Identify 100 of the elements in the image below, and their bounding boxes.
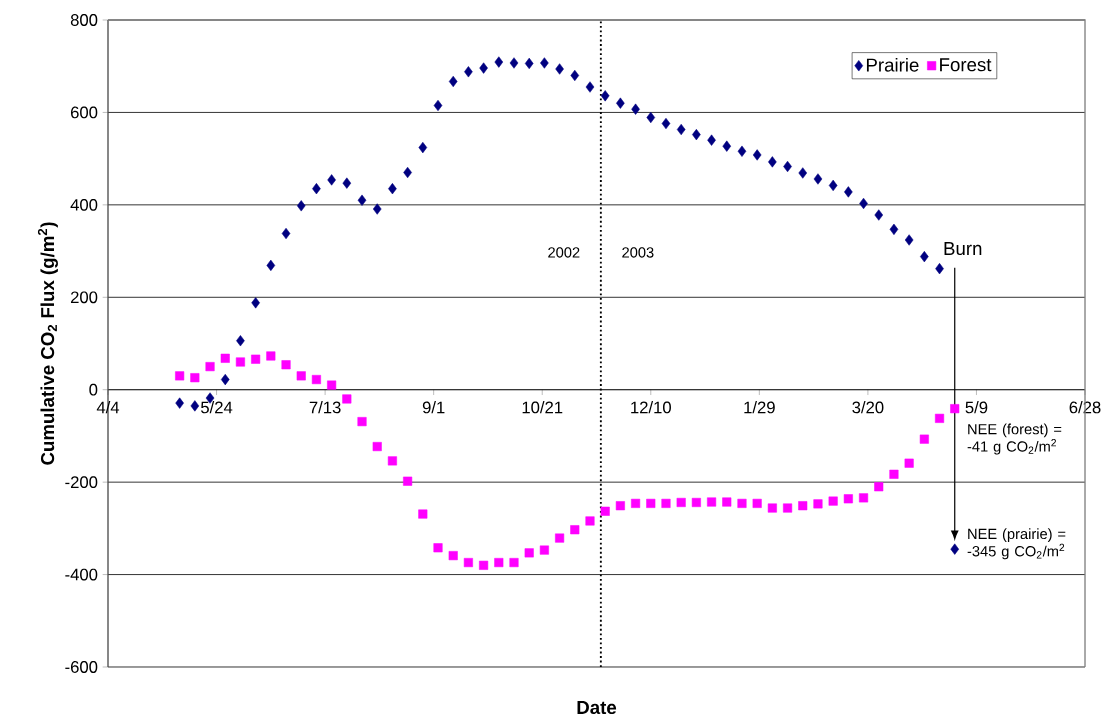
annotation: NEE (forest) = -41 g CO$_{2}$/m$^{2}$	[967, 423, 1062, 455]
point	[220, 373, 230, 386]
point	[676, 497, 686, 508]
point	[296, 200, 306, 212]
point	[798, 501, 808, 511]
point	[220, 353, 230, 363]
point	[920, 251, 929, 263]
legend-label: Prairie	[866, 57, 919, 72]
x-tick-label: 5/9	[965, 401, 988, 414]
x-tick-label: 4/4	[96, 401, 120, 414]
y-tick-label: 400	[70, 198, 98, 211]
point	[828, 496, 838, 506]
point	[494, 56, 504, 68]
point	[615, 501, 625, 511]
x-axis-title: Date	[577, 701, 617, 715]
point	[889, 223, 899, 235]
point	[175, 397, 184, 409]
point	[509, 558, 519, 568]
point	[950, 543, 960, 555]
point	[281, 360, 291, 370]
y-tick-label: 800	[70, 14, 98, 26]
point	[843, 494, 853, 504]
annotation: 2003	[622, 247, 654, 258]
point	[919, 434, 929, 444]
point	[692, 129, 701, 141]
point	[433, 99, 443, 112]
legend-label: Forest	[940, 58, 992, 72]
point	[524, 548, 534, 558]
point	[387, 456, 397, 466]
point	[904, 234, 914, 246]
x-tick-label: 9/1	[422, 401, 445, 414]
point	[296, 371, 306, 381]
point	[600, 90, 610, 102]
point	[752, 498, 762, 508]
point	[570, 525, 580, 535]
point	[281, 227, 291, 240]
point	[479, 560, 489, 570]
point	[570, 69, 580, 82]
point	[904, 458, 914, 468]
x-tick-label: 10/21	[522, 401, 563, 414]
y-tick-label: -400	[65, 568, 98, 581]
point	[646, 498, 656, 508]
point	[661, 498, 671, 508]
point	[631, 498, 641, 508]
point	[418, 509, 428, 519]
y-tick-label: 0	[89, 383, 98, 396]
point	[585, 81, 595, 93]
point	[251, 297, 260, 309]
point	[266, 351, 276, 361]
point	[403, 476, 413, 486]
point	[539, 545, 549, 555]
point	[691, 497, 701, 508]
point	[585, 516, 595, 526]
point	[266, 259, 276, 271]
point	[327, 174, 336, 186]
annotation: Burn	[944, 242, 982, 256]
point	[813, 173, 823, 185]
point	[844, 186, 853, 198]
point	[418, 141, 428, 154]
point	[372, 442, 382, 452]
point	[631, 103, 640, 115]
point	[433, 543, 443, 553]
point	[388, 183, 397, 195]
point	[327, 380, 337, 390]
point	[251, 354, 261, 364]
point	[448, 551, 458, 561]
x-tick-label: 12/10	[631, 401, 671, 414]
point	[737, 498, 747, 508]
annotation: 2002	[548, 247, 580, 258]
point	[874, 209, 884, 221]
x-tick-label: 6/28	[1069, 401, 1101, 414]
point	[372, 203, 382, 215]
y-axis-title: Cumulative CO$_{2}$ Flux (g/m$^{2}$)	[37, 222, 58, 465]
point	[190, 400, 200, 412]
point	[357, 417, 367, 427]
point	[600, 506, 610, 516]
point	[342, 177, 352, 189]
point	[311, 375, 321, 385]
point	[798, 167, 808, 179]
point	[190, 373, 200, 383]
y-tick-label: -600	[65, 661, 98, 673]
point	[464, 66, 473, 78]
point	[828, 179, 838, 192]
point	[646, 111, 656, 124]
point	[752, 149, 762, 161]
point	[722, 140, 732, 152]
point	[205, 362, 215, 372]
point	[707, 134, 716, 146]
point	[935, 413, 945, 423]
x-tick-label: 3/20	[852, 401, 884, 414]
x-tick-label: 1/29	[744, 401, 775, 414]
point	[813, 499, 823, 509]
point	[540, 57, 549, 69]
point	[859, 493, 869, 503]
y-tick-label: 200	[70, 291, 98, 304]
point	[312, 183, 321, 195]
point	[737, 145, 747, 157]
point	[236, 335, 245, 347]
point	[707, 497, 717, 507]
point	[448, 75, 458, 88]
